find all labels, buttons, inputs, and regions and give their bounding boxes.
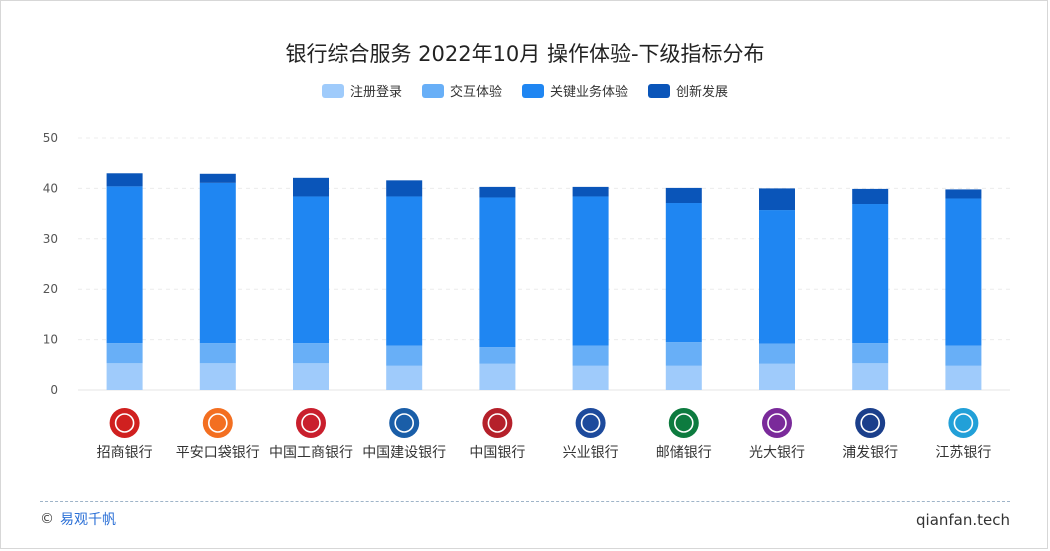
bar-segment[interactable]: [665, 187, 702, 204]
x-tick-label: 中国建设银行: [362, 445, 446, 461]
bar-segment[interactable]: [572, 196, 609, 346]
ccb-logo-icon: [389, 408, 420, 438]
bar-segment[interactable]: [386, 365, 423, 390]
bar-segment[interactable]: [852, 343, 889, 364]
bar-segment[interactable]: [293, 343, 329, 364]
bar-segment[interactable]: [572, 345, 609, 366]
x-tick-label: 中国银行: [469, 445, 525, 461]
y-tick-label: 10: [43, 333, 58, 347]
legend-swatch: [421, 83, 444, 98]
y-tick-label: 0: [50, 383, 58, 397]
bar-segment[interactable]: [945, 345, 982, 366]
bar-segment[interactable]: [665, 342, 702, 366]
x-tick-label: 兴业银行: [563, 445, 619, 461]
footer-brand: © 易观千帆: [40, 509, 116, 529]
logo-ring: [953, 413, 974, 433]
bar-segment[interactable]: [479, 347, 516, 364]
legend-item[interactable]: 交互体验: [421, 81, 502, 100]
bar-segment[interactable]: [759, 188, 795, 211]
footer-site: qianfan.tech: [916, 511, 1010, 529]
bar-segment[interactable]: [293, 177, 329, 197]
copyright-symbol: ©: [40, 511, 54, 527]
x-tick-label: 浦发银行: [842, 445, 898, 461]
bar-segment[interactable]: [852, 188, 889, 205]
legend-item[interactable]: 创新发展: [648, 81, 728, 100]
y-tick-label: 20: [43, 282, 58, 296]
logo-ring: [860, 413, 881, 433]
bar-segment[interactable]: [572, 186, 609, 197]
bar-segment[interactable]: [199, 173, 236, 183]
bar-segment[interactable]: [572, 365, 609, 390]
brand-name: 易观千帆: [60, 512, 116, 528]
logo-ring: [114, 413, 135, 433]
bar-segment[interactable]: [386, 180, 423, 197]
footer-divider: [40, 501, 1010, 502]
bar-segment[interactable]: [852, 204, 889, 344]
logo-ring: [580, 413, 601, 433]
bar-segment[interactable]: [386, 196, 423, 346]
bar-segment[interactable]: [293, 363, 329, 390]
logo-ring: [487, 413, 508, 433]
logo-ring: [301, 413, 321, 433]
bar-segment[interactable]: [945, 198, 982, 346]
bar-segment[interactable]: [759, 363, 795, 390]
legend-label: 交互体验: [449, 85, 502, 100]
logo-ring: [394, 413, 415, 433]
bar-segment[interactable]: [106, 173, 143, 187]
x-tick-label: 中国工商银行: [269, 445, 353, 461]
ceb-logo-icon: [762, 408, 792, 438]
legend-swatch: [522, 83, 544, 98]
chart-legend: 注册登录 交互体验 关键业务体验 创新发展: [0, 81, 1050, 100]
legend-swatch: [321, 83, 344, 98]
bar-segment[interactable]: [479, 197, 516, 348]
icbc-logo-icon: [296, 408, 326, 438]
stacked-bar-chart: 0 10 20 30 40 50 招商银行 平安口袋银行 中国工商银行 中国建设银行 中国银行 兴业银…: [43, 131, 1010, 461]
bar-segment[interactable]: [199, 363, 236, 390]
bar-segment[interactable]: [106, 343, 143, 364]
psbc-logo-icon: [668, 408, 699, 438]
bar-segment[interactable]: [199, 343, 236, 364]
x-tick-label: 光大银行: [749, 445, 805, 461]
y-tick-label: 40: [43, 181, 58, 195]
cmb-logo-icon: [109, 408, 140, 438]
bar-segment[interactable]: [665, 203, 702, 343]
cib-logo-icon: [575, 408, 606, 438]
logo-ring: [767, 413, 787, 433]
x-tick-label: 江苏银行: [935, 445, 991, 461]
bar-segment[interactable]: [199, 182, 236, 344]
logo-ring: [673, 413, 694, 433]
spdb-logo-icon: [855, 408, 886, 438]
bar-segment[interactable]: [945, 365, 982, 390]
pingan-logo-icon: [202, 408, 233, 438]
x-tick-label: 招商银行: [97, 445, 153, 461]
bar-segment[interactable]: [759, 210, 795, 344]
bar-segment[interactable]: [386, 345, 423, 366]
logo-ring: [208, 413, 228, 433]
bar-segment[interactable]: [479, 186, 516, 198]
bar-segment[interactable]: [106, 363, 143, 390]
bar-segment[interactable]: [665, 365, 702, 390]
legend-label: 注册登录: [349, 85, 402, 100]
bar-segment[interactable]: [945, 189, 982, 199]
x-tick-label: 邮储银行: [656, 445, 712, 461]
chart-title: 银行综合服务 2022年10月 操作体验-下级指标分布: [285, 42, 765, 66]
boc-logo-icon: [482, 408, 513, 438]
bar-segment[interactable]: [759, 343, 795, 364]
legend-label: 关键业务体验: [550, 85, 629, 100]
bar-segment[interactable]: [293, 196, 329, 344]
x-tick-label: 平安口袋银行: [176, 445, 260, 461]
y-tick-label: 30: [43, 232, 58, 246]
bar-segment[interactable]: [106, 186, 143, 344]
legend-swatch: [648, 83, 671, 98]
y-tick-label: 50: [43, 131, 58, 145]
legend-item[interactable]: 注册登录: [321, 81, 402, 100]
bar-segment[interactable]: [852, 363, 889, 390]
jsbc-logo-icon: [948, 408, 979, 438]
legend-item[interactable]: 关键业务体验: [522, 81, 628, 100]
bar-segment[interactable]: [479, 363, 516, 390]
legend-label: 创新发展: [676, 85, 729, 100]
